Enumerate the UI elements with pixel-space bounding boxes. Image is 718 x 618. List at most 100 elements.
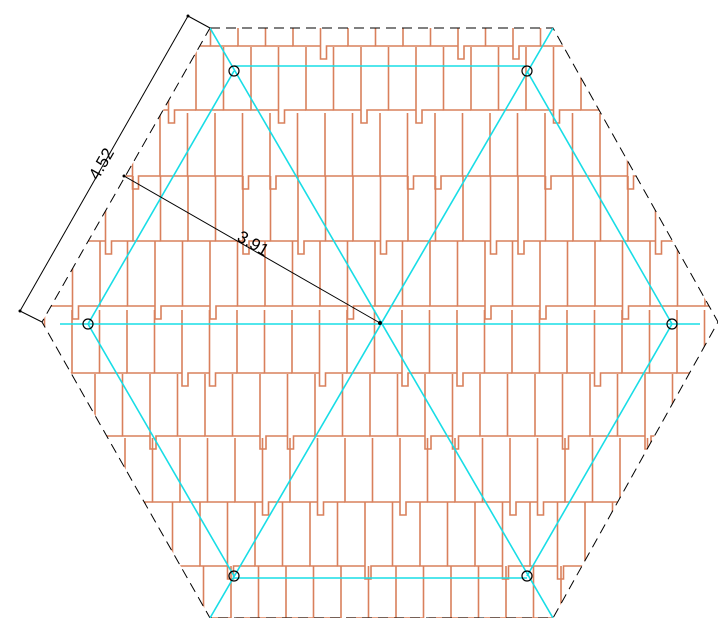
tile-cell xyxy=(236,241,265,307)
tile-cell xyxy=(0,374,13,436)
tile-cell xyxy=(396,374,425,437)
tile-cell xyxy=(497,47,526,111)
tile-cell xyxy=(426,438,455,503)
tile-cell xyxy=(0,502,8,579)
tile-cell xyxy=(57,47,86,111)
tile-cell xyxy=(682,176,711,255)
tile-cell xyxy=(69,438,98,503)
tile-cell xyxy=(621,310,650,374)
tile-cell xyxy=(0,241,18,306)
tile-cell xyxy=(195,47,224,111)
tile-cell xyxy=(341,374,370,437)
tile-cell xyxy=(512,28,541,60)
tile-cell xyxy=(347,28,376,47)
grid-node xyxy=(228,570,240,582)
tile-cell xyxy=(374,28,403,47)
tile-cell xyxy=(456,310,485,387)
tile-cell xyxy=(709,176,718,242)
tile-cell xyxy=(208,310,237,387)
tile-cell xyxy=(277,47,306,124)
tile-cell xyxy=(153,310,182,374)
tile-cell xyxy=(131,113,160,190)
tile-cell xyxy=(291,310,320,374)
tile-cell xyxy=(505,566,534,618)
tile-cell xyxy=(144,502,173,567)
tile-cell xyxy=(0,113,23,189)
tile-cell xyxy=(242,176,271,255)
tile-cell xyxy=(42,113,50,177)
tile-cell xyxy=(525,47,554,111)
tile-cell xyxy=(594,28,623,60)
tile-cell xyxy=(635,47,664,111)
apothem-dimension-tick xyxy=(122,174,126,178)
tile-cell xyxy=(580,47,609,111)
tile-cell xyxy=(116,502,145,567)
tile-cell xyxy=(254,502,283,567)
tile-cell xyxy=(704,241,718,307)
tile-cell xyxy=(171,502,200,580)
tile-cell xyxy=(434,113,463,190)
tile-cell xyxy=(704,28,718,60)
tile-cell xyxy=(296,113,325,177)
tile-cell xyxy=(374,241,403,307)
tile-cell xyxy=(457,28,486,60)
tile-cell xyxy=(501,502,530,580)
tile-cell xyxy=(89,502,118,580)
tile-cell xyxy=(264,28,293,47)
tile-cell xyxy=(434,176,463,242)
grid-line-triangle-2 xyxy=(87,323,235,577)
tile-cell xyxy=(204,374,233,437)
tile-cell xyxy=(654,113,683,177)
tile-cell xyxy=(442,47,471,111)
tile-cell xyxy=(571,113,600,177)
tile-cell xyxy=(72,28,101,47)
tile-cell xyxy=(61,502,90,567)
tile-cell xyxy=(0,566,11,618)
tile-cell xyxy=(379,113,408,177)
tile-cell xyxy=(560,566,589,618)
tile-cell xyxy=(511,241,540,307)
tile-cell xyxy=(360,47,389,124)
apothem-label: 3.91 xyxy=(234,227,272,260)
tile-cell xyxy=(387,47,416,111)
tile-cell xyxy=(99,28,128,47)
tile-cell xyxy=(567,28,596,47)
tile-cell xyxy=(646,438,675,503)
tile-cell xyxy=(626,113,655,190)
tile-cell xyxy=(264,241,293,307)
tile-cell xyxy=(286,374,315,450)
tile-cell xyxy=(259,374,288,450)
tile-cell xyxy=(209,241,238,320)
tile-cell xyxy=(112,47,141,111)
tile-cell xyxy=(4,47,32,123)
tile-cell xyxy=(154,241,183,320)
tile-cell xyxy=(237,28,266,47)
tile-cell xyxy=(648,310,677,374)
tile-cell xyxy=(584,502,613,567)
tile-cell xyxy=(415,47,444,124)
grid-node xyxy=(521,570,533,582)
tile-cell xyxy=(94,374,123,437)
tile-cell xyxy=(71,241,100,320)
grid-node xyxy=(82,318,94,330)
grid-line-triangle-4 xyxy=(526,323,673,577)
tile-cell xyxy=(566,241,595,307)
tile-cell xyxy=(99,241,128,307)
tile-cell xyxy=(450,566,479,618)
tile-cell xyxy=(470,47,499,111)
tile-cell xyxy=(599,176,628,242)
tile-cell xyxy=(65,566,94,618)
tile-cell xyxy=(66,374,95,450)
tile-cell xyxy=(622,28,651,47)
tile-cell xyxy=(214,113,243,177)
tile-cell xyxy=(352,176,381,242)
tile-cell xyxy=(369,374,398,437)
tile-cell xyxy=(701,438,718,516)
tile-cell xyxy=(566,310,595,374)
tile-cell xyxy=(312,566,341,618)
tile-cell xyxy=(179,438,208,503)
tile-cell xyxy=(261,438,290,516)
tile-cell xyxy=(214,176,243,242)
tile-cell xyxy=(474,502,503,567)
